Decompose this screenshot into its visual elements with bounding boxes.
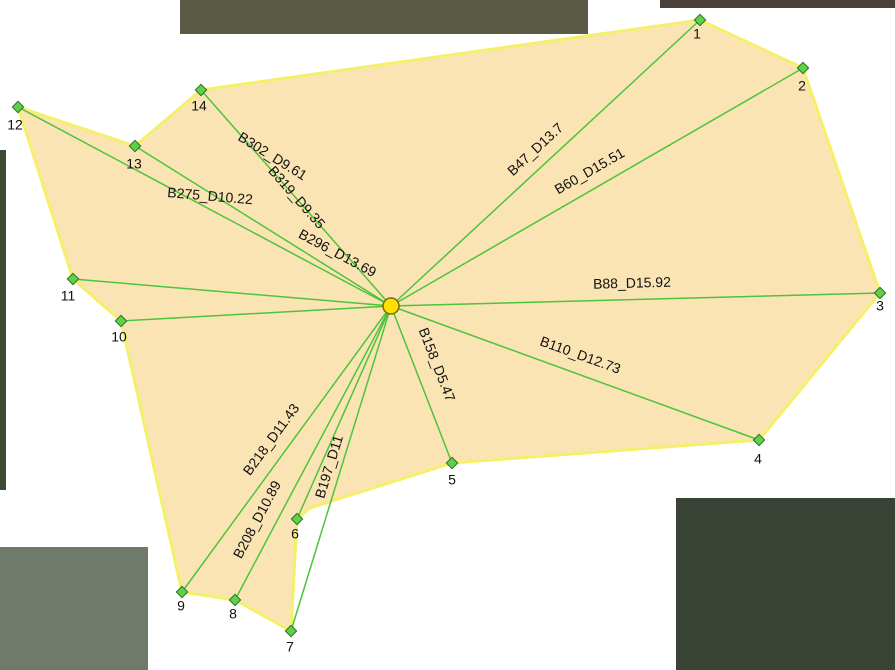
vertex-label: 13 [126, 156, 142, 172]
photo-background [676, 498, 895, 670]
vertex-label: 6 [291, 526, 299, 542]
vertex-label: 5 [448, 472, 456, 488]
vertex-label: 2 [798, 78, 806, 94]
map-view: B47_D13.7B60_D15.51B88_D15.92B110_D12.73… [0, 0, 895, 670]
vertex-label: 14 [191, 98, 207, 114]
center-point [383, 298, 399, 314]
vertex-label: 12 [7, 117, 23, 133]
vertex-label: 1 [693, 26, 701, 42]
ray-label: B88_D15.92 [593, 274, 671, 292]
photo-background [0, 150, 6, 490]
photo-background [180, 0, 588, 34]
vertex-label: 10 [111, 329, 127, 345]
vertex-label: 4 [754, 451, 762, 467]
vertex-label: 7 [286, 639, 294, 655]
photo-background [660, 0, 895, 8]
vertex-label: 3 [876, 298, 884, 314]
vertex-label: 9 [177, 598, 185, 614]
vertex-label: 11 [61, 288, 76, 304]
photo-background [0, 547, 148, 670]
vertex-label: 8 [229, 606, 237, 622]
